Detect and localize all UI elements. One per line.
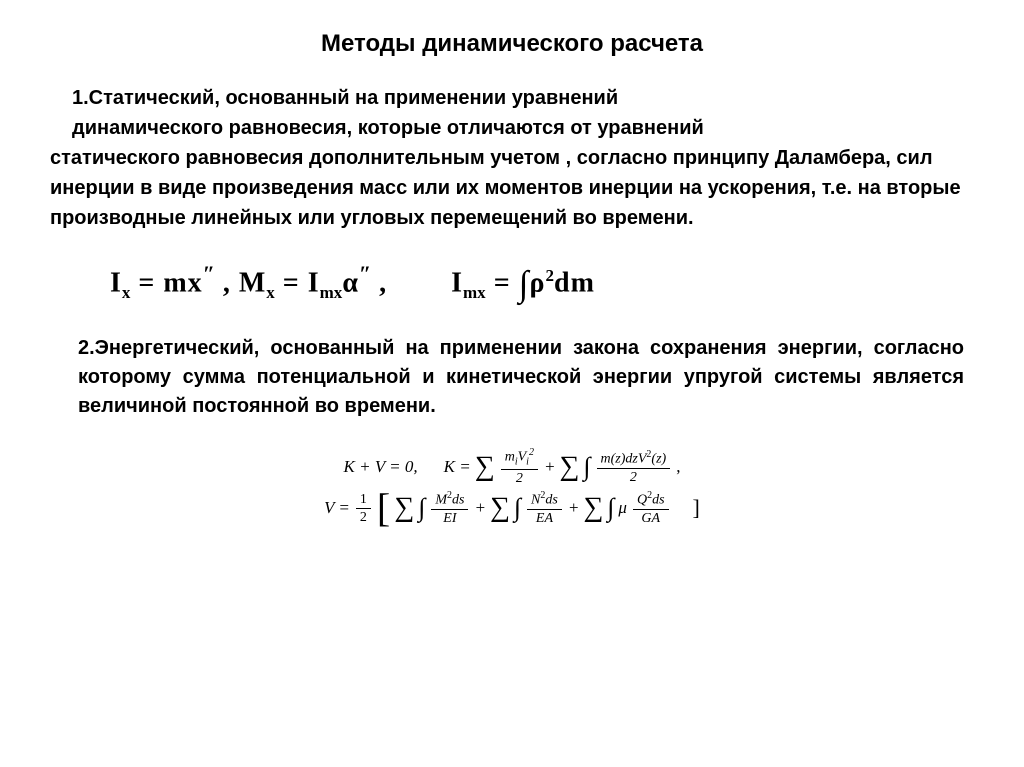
fB-den: EA (532, 510, 557, 526)
f2-a: m(z)dzV (601, 451, 647, 466)
eq2-comma: , (676, 457, 680, 477)
eq2-plus1: + (544, 457, 555, 477)
right-bracket-icon: ] (693, 495, 700, 521)
eq2-plusA: + (474, 498, 485, 518)
eq1-p2-lhs: M (239, 267, 266, 298)
integral-icon: ∫ (519, 263, 530, 303)
eq1-sep2: , (371, 267, 387, 298)
eq2-fracA: M2ds EI (431, 490, 468, 526)
eq1-p3-eq: = (486, 267, 519, 298)
eq1-p3-sub: mx (463, 283, 486, 302)
fC-n: Q (637, 493, 647, 508)
paragraph-1: 1.Статический, основанный на применении … (50, 83, 974, 233)
eq1-p2-rhs: α (342, 267, 359, 298)
eq2-row1: K + V = 0, K = ∑ miVi2 2 + ∑ ∫ m(z)dzV2(… (50, 447, 974, 486)
eq1-p3-lhs: I (451, 267, 463, 298)
fA-n: M (435, 493, 447, 508)
f2-den: 2 (626, 469, 641, 485)
fA-n2: ds (452, 493, 464, 508)
half-num: 1 (356, 492, 371, 509)
eq1-gap (387, 267, 451, 298)
eq1-p1-rhs: = mx (130, 267, 202, 298)
eq2-fracC: Q2ds GA (633, 490, 669, 526)
p1-line2: динамического равновесия, которые отлича… (50, 113, 974, 143)
eq2-frac2: m(z)dzV2(z) 2 (597, 449, 671, 485)
eq2-frac1: miVi2 2 (501, 447, 538, 486)
eq1-p2-mid: = I (275, 267, 320, 298)
f1-a: m (505, 450, 515, 465)
fB-n2: ds (545, 493, 557, 508)
eq1-p1-lhs: I (110, 267, 122, 298)
equation-1: Ix = mx″ , Mx = Imxα″ , Imx = ∫ρ2dm (50, 261, 974, 304)
eq2-keq: K = (444, 457, 471, 477)
equation-2: K + V = 0, K = ∑ miVi2 2 + ∑ ∫ m(z)dzV2(… (50, 447, 974, 526)
eq2-half: 1 2 (356, 492, 371, 526)
eq2-row2: V = 1 2 [ ∑ ∫ M2ds EI + ∑ ∫ N2ds EA + ∑ … (50, 490, 974, 526)
f1-sup: 2 (529, 447, 534, 458)
page-title: Методы динамического расчета (50, 30, 974, 58)
p1-rest: статического равновесия дополнительным у… (50, 147, 961, 229)
eq1-p2-sup: ″ (359, 261, 371, 286)
p1-line1: 1.Статический, основанный на применении … (50, 83, 974, 113)
eq1-p3-sup: 2 (546, 266, 555, 285)
eq1-p3-rho: ρ (530, 267, 546, 298)
f1-b: V (518, 450, 527, 465)
eq2-plusB: + (568, 498, 579, 518)
paragraph-2: 2.Энергетический, основанный на применен… (50, 334, 974, 421)
eq2-kv: K + V = 0, (344, 457, 418, 477)
fC-n2: ds (652, 493, 664, 508)
fA-den: EI (439, 510, 460, 526)
eq1-p2-sub: x (266, 283, 275, 302)
fC-den: GA (637, 510, 664, 526)
eq1-p1-sup: ″ (203, 261, 215, 286)
fB-n: N (531, 493, 540, 508)
eq1-p2-msub: mx (320, 283, 343, 302)
eq2-veq: V = (324, 498, 350, 518)
document-page: Методы динамического расчета 1.Статическ… (0, 0, 1024, 527)
eq2-fracB: N2ds EA (527, 490, 562, 526)
f2-b: (z) (651, 451, 666, 466)
eq1-p3-dm: dm (554, 267, 595, 298)
half-den: 2 (356, 509, 371, 525)
eq1-sep1: , (215, 267, 239, 298)
f1-den: 2 (512, 470, 527, 486)
f1-sub2: i (526, 457, 529, 468)
eq2-mu: μ (618, 498, 627, 518)
